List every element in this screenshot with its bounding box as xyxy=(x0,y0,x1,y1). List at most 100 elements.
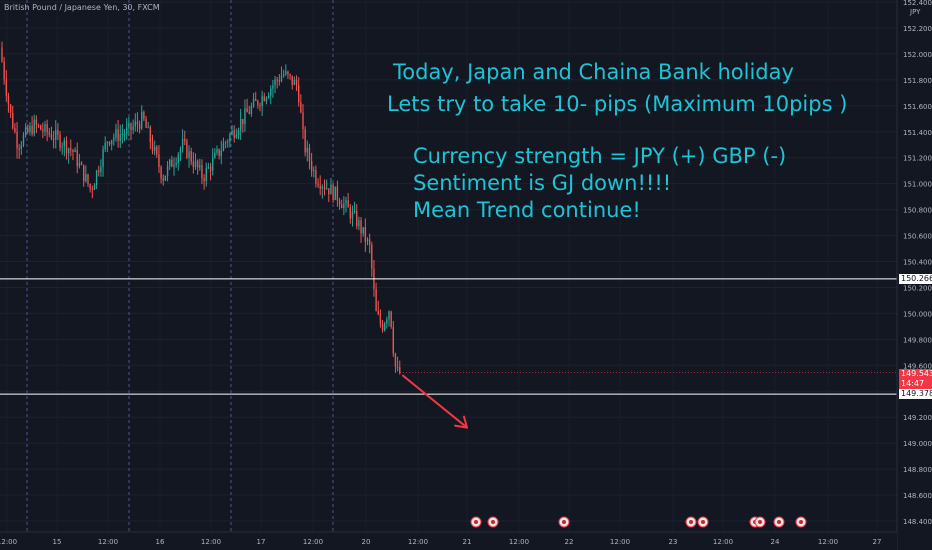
candle-body xyxy=(87,174,89,185)
candle-body xyxy=(110,140,113,145)
event-flag-dot xyxy=(777,520,781,524)
candle-body xyxy=(270,88,272,96)
candle-body xyxy=(95,170,98,185)
candle-body xyxy=(121,134,124,136)
candle-body xyxy=(130,123,132,130)
trend-arrow[interactable] xyxy=(402,374,468,429)
currency-label: JPY xyxy=(910,8,921,16)
current-price-value: 149.543 xyxy=(901,368,932,378)
candle-body xyxy=(205,168,207,182)
candle-body xyxy=(261,96,263,107)
candle-countdown: 14:47 xyxy=(901,378,925,388)
candle-body xyxy=(263,96,265,101)
annotation-holiday[interactable]: Today, Japan and Chaina Bank holiday xyxy=(393,60,794,84)
time-tick-label: 12:00 xyxy=(98,538,118,546)
candle-body xyxy=(362,227,364,234)
candle-body xyxy=(98,170,100,173)
candle-body xyxy=(379,314,382,324)
candle-body xyxy=(291,75,293,85)
candle-body xyxy=(100,167,102,173)
candle-body xyxy=(274,79,276,86)
price-tick-label: 151.800 xyxy=(903,77,932,85)
candle-body xyxy=(224,142,227,144)
candle-body xyxy=(375,288,377,312)
candle-body xyxy=(102,149,104,168)
candle-body xyxy=(91,188,93,190)
annotation-trend[interactable]: Mean Trend continue! xyxy=(413,198,641,222)
candle-body xyxy=(235,134,238,138)
candle-body xyxy=(313,170,315,172)
candle-body xyxy=(347,200,349,208)
candle-body xyxy=(65,140,68,154)
price-tick-label: 151.200 xyxy=(903,155,932,163)
candle-body xyxy=(388,311,390,320)
time-tick-label: 27 xyxy=(873,538,882,546)
candle-body xyxy=(89,184,91,189)
candle-body xyxy=(308,147,311,162)
candle-body xyxy=(252,99,255,107)
candle-body xyxy=(194,160,197,168)
lower-level-price-label: 149.378 xyxy=(899,389,932,400)
horizontal-levels[interactable] xyxy=(0,278,897,395)
price-tick-label: 148.400 xyxy=(903,518,932,526)
price-tick-label: 150.200 xyxy=(903,284,932,292)
candle-body xyxy=(276,79,278,81)
time-axis[interactable] xyxy=(0,532,897,550)
candle-body xyxy=(70,148,72,151)
candle-body xyxy=(126,127,128,135)
candle-body xyxy=(267,95,270,98)
session-separators xyxy=(26,0,334,532)
candle-body xyxy=(177,154,179,163)
candle-body xyxy=(14,128,16,132)
candle-body xyxy=(300,102,302,113)
price-tick-label: 151.600 xyxy=(903,103,932,111)
candle-body xyxy=(149,127,152,143)
candle-body xyxy=(7,95,10,105)
annotation-currency-strength[interactable]: Currency strength = JPY (+) GBP (-) xyxy=(413,144,787,168)
candle-body xyxy=(310,161,313,171)
candle-body xyxy=(80,162,83,165)
candle-body xyxy=(27,127,29,132)
candle-body xyxy=(364,227,367,242)
candle-body xyxy=(332,184,334,200)
candle-body xyxy=(115,129,117,138)
annotation-sentiment[interactable]: Sentiment is GJ down!!!! xyxy=(413,171,672,195)
candle-body xyxy=(353,211,356,213)
candle-body xyxy=(336,186,339,201)
candlestick-series xyxy=(1,41,401,375)
price-tick-label: 151.000 xyxy=(903,181,932,189)
time-tick-label: 23 xyxy=(669,538,678,546)
candle-body xyxy=(44,124,46,132)
candle-body xyxy=(317,183,319,186)
candle-body xyxy=(29,125,31,132)
candle-body xyxy=(3,61,5,80)
candle-body xyxy=(119,134,121,141)
candle-body xyxy=(222,143,225,151)
candle-body xyxy=(259,105,261,107)
calendar-events[interactable] xyxy=(470,516,807,528)
event-flag-dot xyxy=(689,520,693,524)
time-tick-label: 12:00 xyxy=(0,538,17,546)
price-tick-label: 148.800 xyxy=(903,466,932,474)
candle-body xyxy=(216,149,218,153)
candle-body xyxy=(20,145,23,149)
candle-body xyxy=(328,188,330,195)
time-tick-label: 22 xyxy=(565,538,574,546)
candle-body xyxy=(394,353,397,367)
candle-body xyxy=(227,141,229,143)
candle-body xyxy=(83,164,85,182)
candle-body xyxy=(143,112,145,120)
time-tick-label: 12:00 xyxy=(818,538,838,546)
price-tick-label: 149.000 xyxy=(903,440,932,448)
symbol-title: British Pound / Japanese Yen, 30, FXCM xyxy=(4,3,160,12)
candle-body xyxy=(356,211,358,227)
candle-body xyxy=(201,165,203,179)
candle-body xyxy=(113,137,115,141)
price-tick-label: 148.600 xyxy=(903,492,932,500)
candle-body xyxy=(366,239,369,242)
annotation-pips-target[interactable]: Lets try to take 10- pips (Maximum 10pip… xyxy=(387,92,848,116)
candle-body xyxy=(134,121,136,127)
candle-body xyxy=(298,85,300,103)
candle-body xyxy=(248,112,250,114)
candle-body xyxy=(203,178,205,182)
